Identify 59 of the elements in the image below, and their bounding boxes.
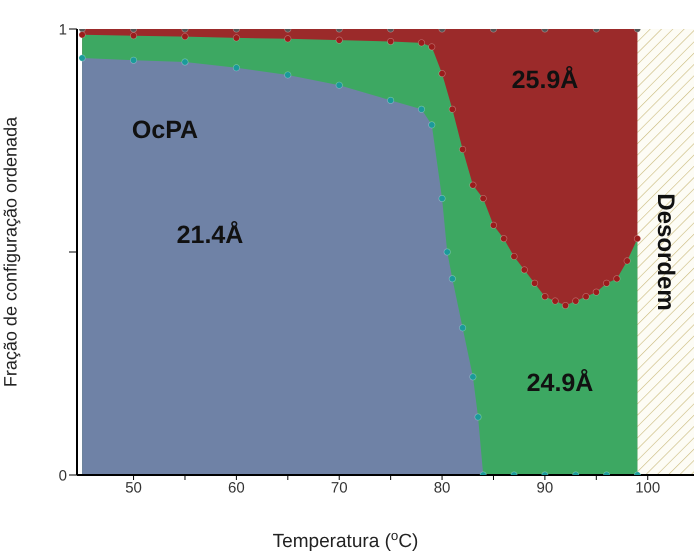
annotation: OcPA xyxy=(132,116,198,144)
x-tick-label: 50 xyxy=(125,480,142,497)
point xyxy=(613,275,620,282)
point xyxy=(284,71,292,78)
y-axis-title: Fração de configuração ordenada xyxy=(0,116,20,388)
x-axis-title: Temperatura ($^{o}$C) xyxy=(272,528,418,552)
point xyxy=(520,266,528,274)
point xyxy=(572,298,580,305)
point xyxy=(78,54,86,62)
point xyxy=(624,257,631,264)
x-tick-label: 100 xyxy=(635,480,660,497)
point xyxy=(181,58,188,66)
point xyxy=(500,235,508,242)
annotation: 24.9Å xyxy=(526,368,594,397)
y-tick-label: 1 xyxy=(58,21,67,38)
point xyxy=(444,248,451,256)
point xyxy=(634,235,641,242)
point xyxy=(181,33,188,40)
point xyxy=(418,39,425,46)
point xyxy=(469,182,476,189)
point xyxy=(531,280,538,287)
point xyxy=(603,280,610,287)
band-label: Desordem xyxy=(652,193,680,311)
point xyxy=(552,298,559,305)
x-tick-label: 90 xyxy=(536,480,554,497)
point xyxy=(459,324,466,332)
point xyxy=(336,82,343,89)
point xyxy=(480,194,487,202)
point xyxy=(438,194,446,202)
point xyxy=(232,34,240,42)
point xyxy=(474,414,482,421)
point xyxy=(130,32,138,40)
point xyxy=(562,302,569,310)
y-tick-label: 0 xyxy=(58,467,67,484)
point xyxy=(284,35,292,42)
point xyxy=(387,96,394,104)
point xyxy=(592,288,600,296)
point xyxy=(469,373,476,380)
point xyxy=(78,31,86,38)
point xyxy=(490,222,497,229)
point xyxy=(232,64,240,72)
point xyxy=(541,293,548,300)
point xyxy=(428,121,436,128)
point xyxy=(428,43,436,50)
x-tick-label: 60 xyxy=(228,480,245,497)
annotation: 21.4Å xyxy=(176,220,244,249)
point xyxy=(418,106,425,113)
point xyxy=(387,38,394,45)
point xyxy=(582,293,590,300)
point xyxy=(130,56,138,64)
point xyxy=(510,252,518,260)
point xyxy=(448,275,456,282)
x-tick-label: 80 xyxy=(434,480,450,497)
point xyxy=(438,70,446,78)
annotation: 25.9Å xyxy=(512,65,578,94)
point xyxy=(336,36,343,44)
point xyxy=(448,106,456,113)
x-tick-label: 70 xyxy=(330,480,348,497)
point xyxy=(459,146,466,153)
